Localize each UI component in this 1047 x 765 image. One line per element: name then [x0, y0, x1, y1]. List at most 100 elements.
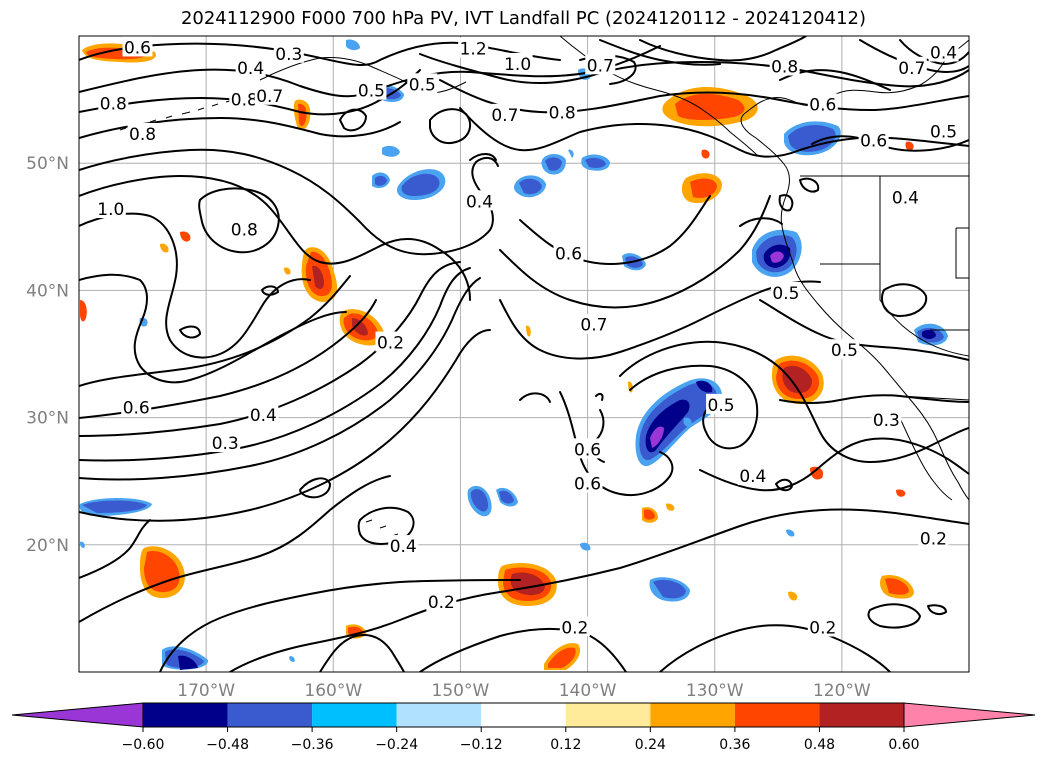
lat-label: 30°N	[26, 409, 69, 429]
contour-label-background	[547, 101, 578, 122]
contour-line	[339, 108, 367, 132]
contour-line	[79, 212, 311, 359]
contour-line	[779, 394, 969, 404]
contour-line	[198, 187, 280, 254]
latitude-labels: 20°N 30°N 40°N 50°N	[26, 154, 69, 556]
contour-line	[469, 153, 497, 161]
contour-line	[867, 603, 921, 629]
contour-line	[229, 508, 969, 672]
contour-label-background	[210, 432, 241, 453]
colorbar-segment	[396, 703, 482, 727]
colorbar: −0.60 −0.48 −0.36 −0.24 −0.12 0.12 0.24 0.36 0.4…	[11, 702, 1036, 753]
contour-label: 0.6	[555, 245, 582, 265]
colorbar-tick-label: −0.12	[460, 737, 503, 753]
contour-line	[899, 39, 969, 65]
contour-line	[79, 261, 461, 437]
contour-label-background	[829, 339, 860, 360]
colorbar-segment	[312, 703, 397, 727]
shaded-region-negative	[79, 39, 948, 670]
contour-label-background	[871, 409, 902, 430]
contour-label-background	[122, 36, 153, 57]
contour-line	[811, 135, 969, 152]
contour-label-background	[770, 281, 801, 302]
contour-label: 0.6	[809, 96, 836, 116]
contour-line	[319, 634, 405, 672]
contour-label: 0.6	[123, 398, 150, 418]
contour-label-background	[918, 527, 949, 548]
contour-line	[79, 267, 471, 462]
contour-line	[859, 39, 969, 74]
contour-line	[799, 177, 820, 193]
contour-line	[261, 285, 279, 296]
contour-label-background	[896, 56, 927, 77]
colorbar-tick-label: −0.36	[291, 737, 334, 753]
lat-label: 50°N	[26, 154, 69, 174]
contour-label: 0.4	[466, 192, 493, 212]
colorbar-tick-label: 0.12	[550, 737, 581, 753]
contour-line	[699, 437, 969, 492]
contour-label-background	[807, 93, 838, 114]
contour-label-background	[254, 84, 285, 105]
contour-label: 0.5	[930, 122, 957, 142]
baja-coastline	[895, 409, 953, 501]
contour-label-background	[95, 197, 126, 218]
state-border	[879, 264, 969, 357]
pv-contours	[79, 36, 969, 672]
contour-label: 0.3	[212, 434, 239, 454]
contour-line	[499, 280, 821, 360]
colorbar-tick-label: 0.36	[719, 737, 750, 753]
contour-label-background	[928, 41, 959, 62]
pv-shading	[79, 39, 948, 670]
contour-line	[439, 79, 969, 114]
colorbar-tick-label: 0.48	[804, 737, 835, 753]
colorbar-tick-label: −0.48	[206, 737, 249, 753]
contour-line	[595, 392, 604, 401]
contour-line	[79, 519, 151, 579]
lon-label: 130°W	[686, 681, 744, 701]
contour-line	[927, 604, 947, 615]
contour-label: 0.7	[587, 56, 614, 76]
contour-line	[419, 53, 969, 88]
north-america-coastline	[740, 36, 969, 501]
contour-line	[79, 277, 481, 481]
colorbar-tick-label: 0.24	[635, 737, 666, 753]
contour-label-background	[553, 242, 584, 263]
contour-label: 0.8	[771, 58, 798, 78]
contour-line	[79, 275, 351, 387]
contour-label: 0.4	[390, 537, 417, 557]
colorbar-segment	[650, 703, 735, 727]
lon-label: 150°W	[432, 681, 490, 701]
contour-label: 0.4	[930, 44, 957, 64]
contour-line	[79, 475, 391, 623]
map-frame	[78, 35, 970, 673]
contour-label-background	[578, 313, 609, 334]
colorbar-frame	[142, 702, 905, 728]
contour-label-background	[585, 54, 616, 75]
contour-label: 0.6	[574, 440, 601, 460]
hawaii-islands	[365, 519, 410, 543]
contour-label: 0.2	[561, 618, 588, 638]
colorbar-extend-min	[11, 702, 144, 728]
contour-label: 0.2	[809, 618, 836, 638]
contour-label-background	[858, 129, 889, 150]
lat-label: 40°N	[26, 281, 69, 301]
colorbar-tick-label: −0.24	[375, 737, 418, 753]
contour-label: 1.0	[97, 200, 124, 220]
lon-label: 170°W	[177, 681, 235, 701]
contour-label: 0.7	[491, 106, 518, 126]
contour-labels: 0.6 0.30.41.21.0 0.70.80.7 0.5 0.50.80.80.7 0…	[95, 36, 959, 638]
contour-label: 0.2	[920, 529, 947, 549]
contour-label: 0.6	[860, 131, 887, 151]
contour-label: 0.4	[237, 59, 264, 79]
contour-label-background	[273, 42, 304, 63]
contour-label-background	[737, 465, 768, 486]
contour-label-background	[928, 120, 959, 141]
contour-label-background	[121, 396, 152, 417]
contour-label-background	[769, 55, 800, 76]
contour-label: 0.5	[409, 75, 436, 95]
contour-label-background	[388, 535, 419, 556]
contour-line	[159, 579, 521, 672]
contour-label: 0.7	[256, 87, 283, 107]
lon-label: 160°W	[304, 681, 362, 701]
contour-label: 0.8	[231, 91, 258, 111]
